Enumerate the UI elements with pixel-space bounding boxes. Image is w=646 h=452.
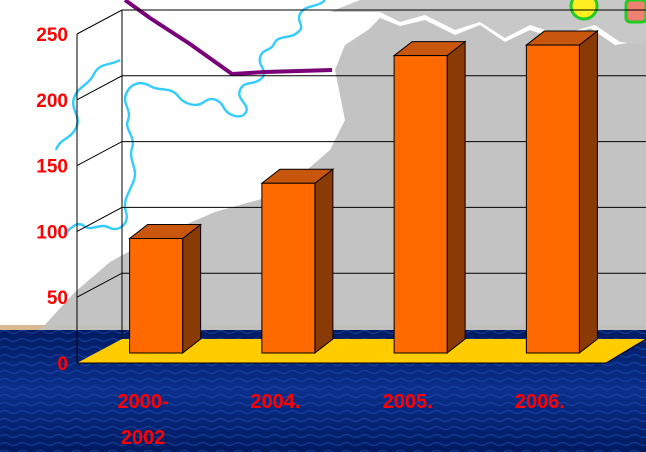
- bar-front: [261, 182, 316, 354]
- bar-side: [578, 30, 598, 355]
- bar-side: [314, 168, 334, 355]
- land-mass-upper: [330, 0, 646, 45]
- x-category-label: 2000-: [118, 391, 169, 413]
- bars: [128, 30, 599, 355]
- y-tick-label: 0: [57, 354, 68, 375]
- bar: [392, 40, 467, 355]
- chart-frame: [76, 9, 646, 364]
- bar: [524, 30, 599, 355]
- coastline: [63, 0, 326, 235]
- y-tick-label: 200: [36, 91, 68, 112]
- bar-front: [393, 55, 448, 354]
- x-axis-categories: 2000- 2002 2004. 2005. 2006.: [118, 391, 565, 449]
- chart-floor: [77, 339, 646, 363]
- marker-icons: [569, 0, 646, 24]
- y-tick-label: 250: [36, 25, 68, 46]
- bar-side: [182, 223, 202, 355]
- x-category-label: 2005.: [383, 391, 433, 413]
- y-axis-ticks: 0 50 100 150 200 250: [36, 25, 68, 375]
- x-category-label: 2004.: [250, 391, 300, 413]
- bar-front: [525, 44, 580, 354]
- x-category-label: 2006.: [515, 391, 565, 413]
- country-border-line: [123, 0, 333, 77]
- x-category-label: 2002: [121, 427, 166, 449]
- bar: [128, 223, 203, 355]
- bar: [260, 168, 335, 355]
- y-tick-label: 100: [36, 222, 68, 243]
- y-tick-label: 50: [47, 288, 68, 309]
- coastline-west: [54, 58, 121, 151]
- y-tick-label: 150: [36, 157, 68, 178]
- bar-side: [446, 40, 466, 355]
- bar-front: [129, 238, 184, 354]
- floor-right-edge: [605, 338, 646, 364]
